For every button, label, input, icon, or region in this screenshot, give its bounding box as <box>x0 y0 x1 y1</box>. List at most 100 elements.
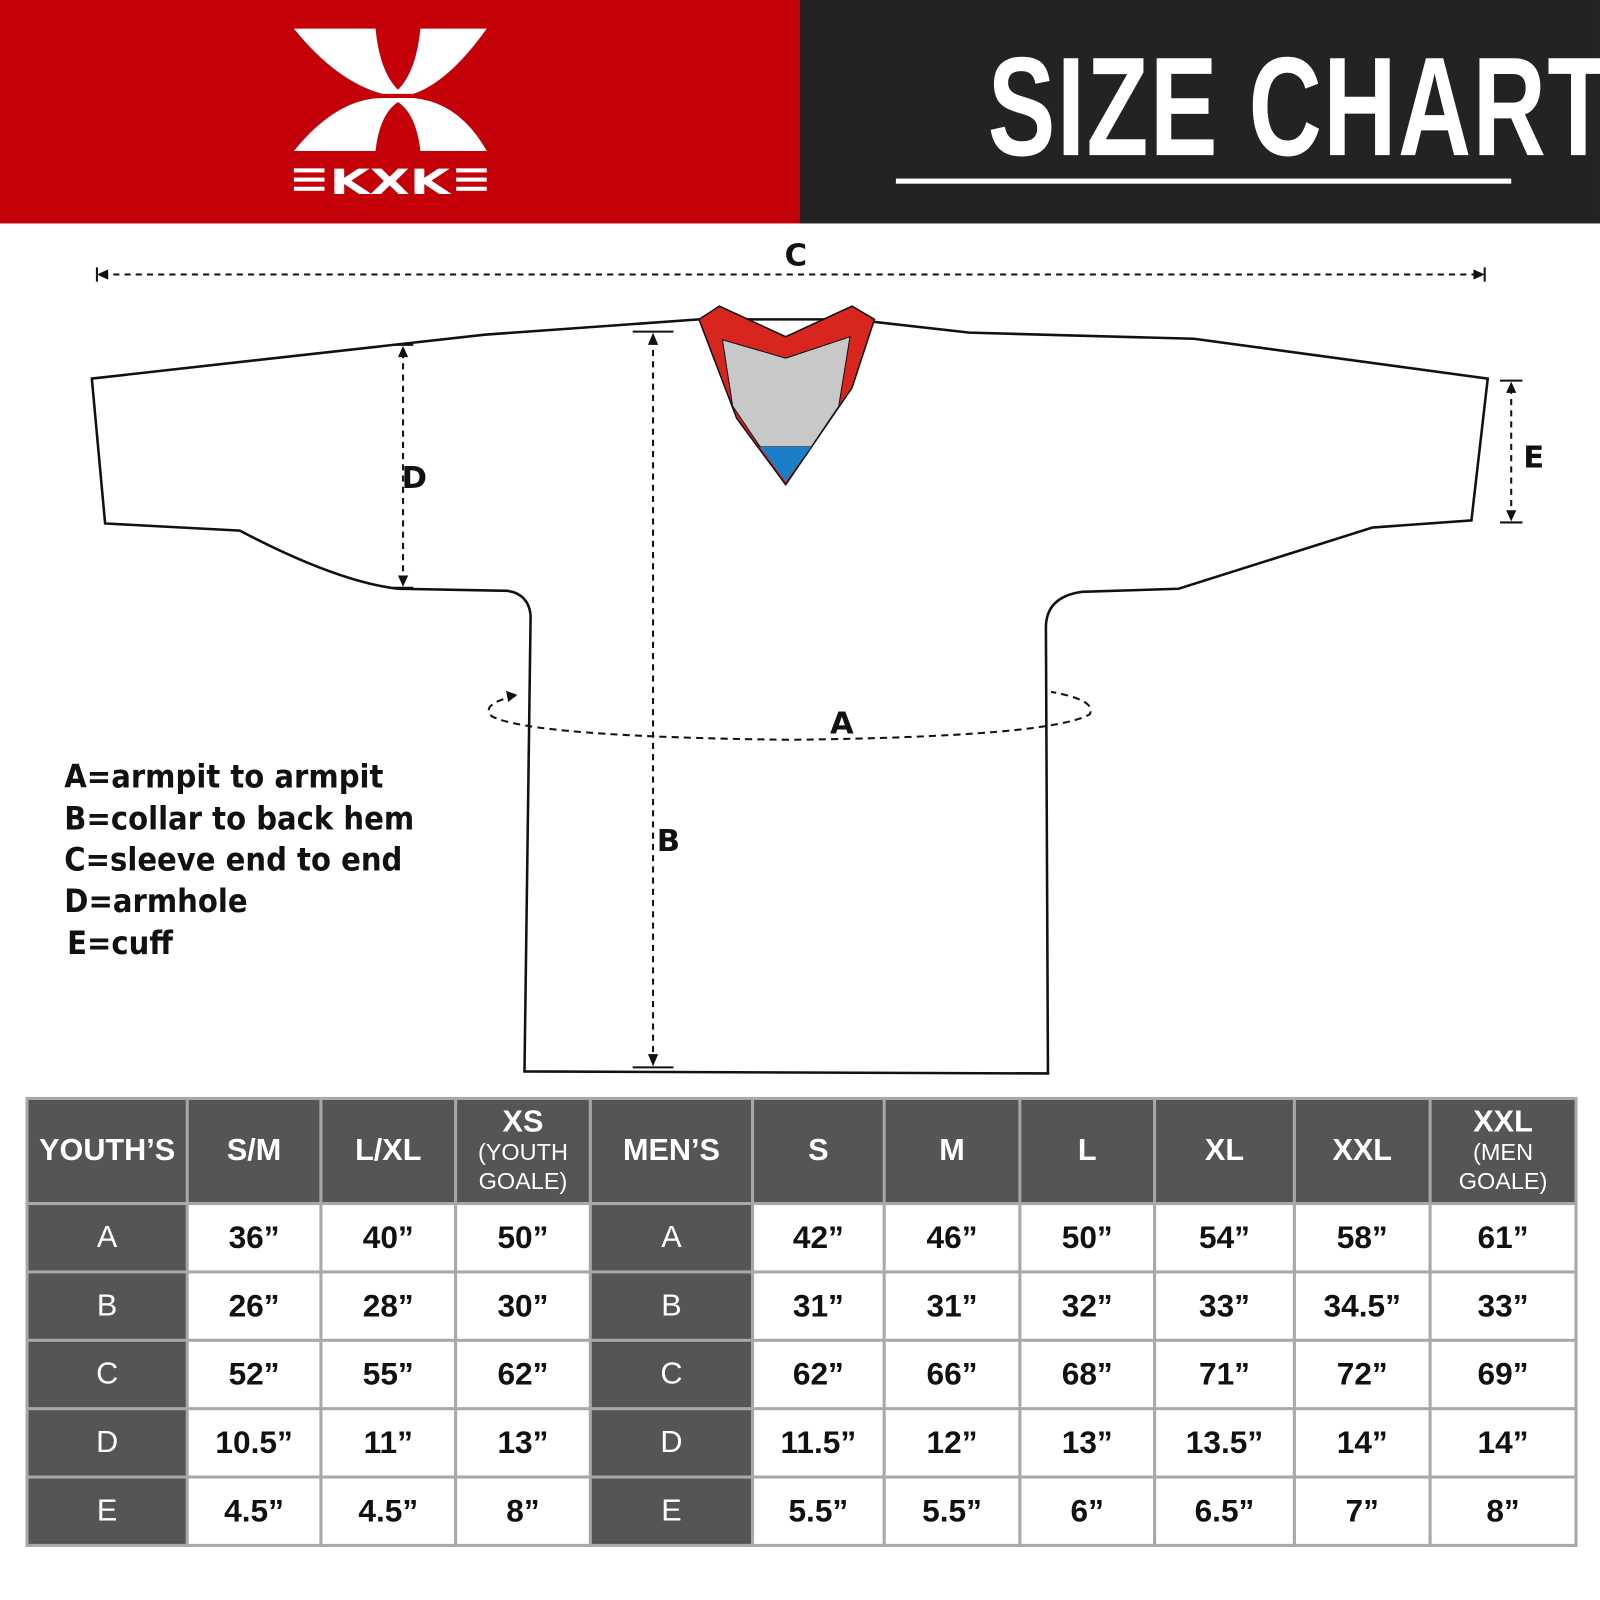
table-cell: 31” <box>882 1270 1022 1342</box>
legend-item: C=sleeve end to end <box>64 842 403 879</box>
column-label: S <box>808 1133 829 1168</box>
table-cell: 50” <box>454 1202 592 1274</box>
table-cell: 6.5” <box>1153 1475 1296 1547</box>
table-cell: 34.5” <box>1292 1270 1432 1342</box>
column-header: M <box>882 1096 1022 1206</box>
jersey-outline <box>90 318 1490 1075</box>
svg-text:KXK: KXK <box>330 163 452 203</box>
row-label: B <box>588 1270 755 1342</box>
table-cell: 33” <box>1153 1270 1296 1342</box>
legend-item: E=cuff <box>67 925 173 963</box>
row-label: B <box>25 1270 189 1342</box>
label-e: E <box>1523 440 1544 475</box>
table-cell: 8” <box>454 1475 592 1547</box>
brand-banner: KXK <box>0 0 800 224</box>
column-label: XXL <box>1332 1133 1393 1168</box>
row-label: A <box>588 1202 755 1274</box>
legend-item: A=armpit to armpit <box>64 759 384 796</box>
dimension-a-ellipse <box>487 690 1092 741</box>
row-label: A <box>25 1202 189 1274</box>
column-header: XL <box>1153 1096 1296 1206</box>
table-row: B 26” 28” 30” B 31” 31” 32” 33” 34.5” 33” <box>25 1270 1578 1342</box>
row-label: E <box>588 1475 755 1547</box>
table-cell: 72” <box>1292 1338 1432 1411</box>
label-b: B <box>657 824 680 859</box>
measurement-legend: A=armpit to armpit B=collar to back hem … <box>64 757 414 965</box>
table-cell: 42” <box>751 1202 886 1274</box>
column-label: M <box>939 1133 965 1168</box>
table-row: C 52” 55” 62” C 62” 66” 68” 71” 72” 69” <box>25 1338 1578 1411</box>
table-cell: 6” <box>1018 1475 1157 1547</box>
legend-item: D=armhole <box>64 883 248 921</box>
men-header: MEN’S <box>588 1096 755 1206</box>
kxk-logo: KXK <box>293 28 487 203</box>
table-cell: 66” <box>882 1338 1022 1411</box>
label-d: D <box>402 461 427 496</box>
table-cell: 11.5” <box>751 1407 886 1479</box>
table-cell: 54” <box>1153 1202 1296 1274</box>
column-label: XS <box>502 1105 544 1139</box>
column-label: XXL <box>1473 1105 1533 1139</box>
column-header: XXL <box>1292 1096 1432 1206</box>
table-cell: 71” <box>1153 1338 1296 1411</box>
table-cell: 46” <box>882 1202 1022 1274</box>
title-underline <box>895 178 1512 184</box>
table-cell: 28” <box>319 1270 458 1342</box>
column-header: S/M <box>185 1096 323 1206</box>
column-header: XS (YOUTH GOALE) <box>454 1096 592 1206</box>
table-cell: 32” <box>1018 1270 1157 1342</box>
table-cell: 61” <box>1428 1202 1578 1274</box>
youth-header: YOUTH’S <box>25 1096 189 1206</box>
row-label: D <box>25 1407 189 1479</box>
column-header: XXL (MEN GOALE) <box>1428 1096 1578 1206</box>
table-cell: 55” <box>319 1338 458 1411</box>
row-label: C <box>25 1338 189 1411</box>
table-row: D 10.5” 11” 13” D 11.5” 12” 13” 13.5” 14” 14” <box>25 1407 1578 1479</box>
row-label: D <box>588 1407 755 1479</box>
table-cell: 7” <box>1292 1475 1432 1547</box>
table-cell: 5.5” <box>882 1475 1022 1547</box>
column-label: S/M <box>226 1133 282 1168</box>
table-header-row: YOUTH’S S/M L/XL XS (YOUTH GOALE) MEN’S S M L XL X… <box>25 1096 1578 1206</box>
column-header: S <box>751 1096 886 1206</box>
legend-item: B=collar to back hem <box>64 800 415 838</box>
table-row: A 36” 40” 50” A 42” 46” 50” 54” 58” 61” <box>25 1202 1578 1274</box>
table-cell: 62” <box>454 1338 592 1411</box>
table-row: E 4.5” 4.5” 8” E 5.5” 5.5” 6” 6.5” 7” 8” <box>25 1475 1578 1547</box>
column-label: L/XL <box>355 1133 422 1168</box>
table-cell: 31” <box>751 1270 886 1342</box>
table-cell: 14” <box>1292 1407 1432 1479</box>
column-sublabel: (MEN GOALE) <box>1458 1138 1548 1194</box>
row-label: E <box>25 1475 189 1547</box>
table-cell: 50” <box>1018 1202 1157 1274</box>
label-c: C <box>785 238 807 273</box>
collar-inner <box>721 335 851 448</box>
column-header: L <box>1018 1096 1157 1206</box>
table-cell: 62” <box>751 1338 886 1411</box>
table-cell: 30” <box>454 1270 592 1342</box>
column-label: L <box>1077 1133 1097 1168</box>
column-label: MEN’S <box>622 1133 720 1168</box>
table-cell: 33” <box>1428 1270 1578 1342</box>
table-cell: 13.5” <box>1153 1407 1296 1479</box>
table-cell: 5.5” <box>751 1475 886 1547</box>
table-cell: 69” <box>1428 1338 1578 1411</box>
table-cell: 68” <box>1018 1338 1157 1411</box>
table-cell: 40” <box>319 1202 458 1274</box>
table-cell: 12” <box>882 1407 1022 1479</box>
table-cell: 13” <box>454 1407 592 1479</box>
table-cell: 14” <box>1428 1407 1578 1479</box>
title-banner <box>799 0 1600 224</box>
table-cell: 4.5” <box>185 1475 323 1547</box>
table-cell: 4.5” <box>319 1475 458 1547</box>
column-sublabel: (YOUTH GOALE) <box>477 1138 568 1194</box>
collar-tag <box>760 446 812 482</box>
size-table: YOUTH’S S/M L/XL XS (YOUTH GOALE) MEN’S S M L XL X… <box>25 1096 1578 1547</box>
label-a: A <box>830 707 854 742</box>
table-cell: 52” <box>185 1338 323 1411</box>
table-cell: 26” <box>185 1270 323 1342</box>
table-cell: 58” <box>1292 1202 1432 1274</box>
table-cell: 13” <box>1018 1407 1157 1479</box>
column-header: L/XL <box>319 1096 458 1206</box>
